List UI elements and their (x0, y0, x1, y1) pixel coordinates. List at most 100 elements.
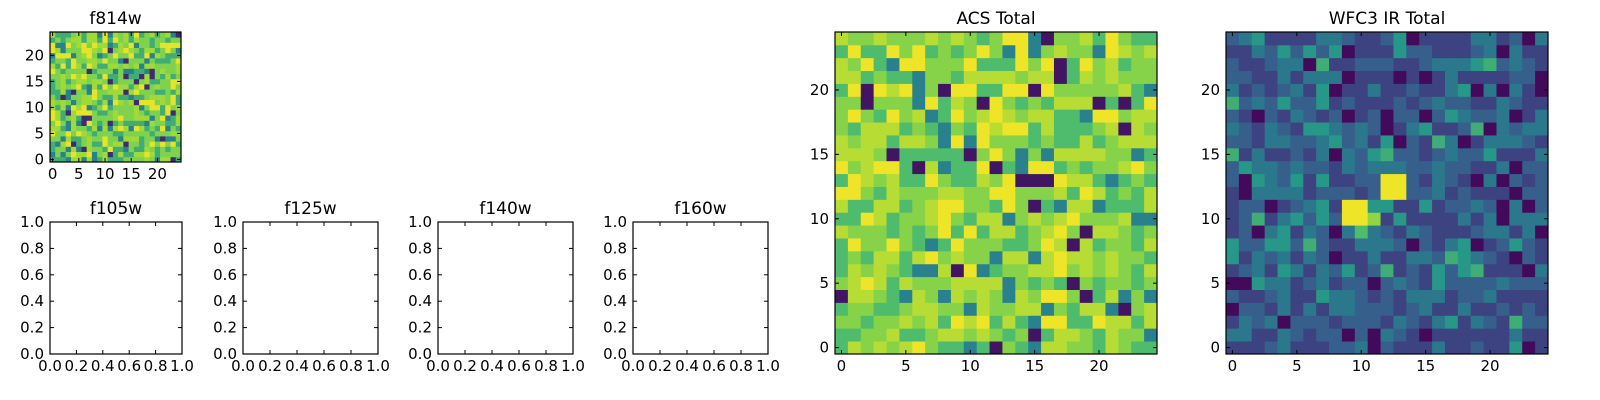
heatmap-cell (847, 263, 862, 278)
heatmap-cell (55, 120, 61, 126)
heatmap-cell (165, 156, 171, 163)
heatmap-cell (1066, 289, 1081, 303)
heatmap-cell (989, 122, 1003, 136)
heatmap-cell (847, 199, 862, 213)
heatmap-cell (165, 151, 171, 158)
heatmap-cell (847, 44, 862, 59)
heatmap-cell (86, 94, 93, 100)
heatmap-cell (1367, 70, 1381, 84)
heatmap-cell (899, 250, 913, 265)
heatmap-cell (1079, 238, 1093, 252)
heatmap-cell (835, 250, 849, 265)
heatmap-cell (963, 122, 978, 136)
heatmap-cell (989, 57, 1003, 72)
heatmap-cell (1354, 96, 1369, 110)
heatmap-cell (1367, 315, 1381, 329)
heatmap-cell (835, 225, 849, 239)
heatmap-cell (1002, 32, 1016, 46)
heatmap-cell (50, 94, 56, 100)
heatmap-cell (76, 58, 82, 64)
heatmap-cell (107, 73, 114, 80)
heatmap-cell (1316, 302, 1330, 316)
heatmap-cell (963, 186, 978, 200)
heatmap-cell (128, 84, 135, 90)
heatmap-cell (76, 110, 82, 116)
heatmap-cell (950, 328, 965, 342)
heatmap-cell (873, 328, 887, 342)
heatmap-cell (886, 186, 900, 200)
heatmap-cell (847, 186, 862, 200)
heatmap-cell (128, 68, 135, 74)
heatmap-cell (1509, 315, 1523, 329)
heatmap-cell (1277, 173, 1291, 187)
heatmap-cell (1066, 160, 1081, 175)
heatmap-cell (976, 225, 990, 239)
heatmap-cell (1432, 212, 1446, 226)
heatmap-cell (1238, 341, 1253, 355)
heatmap-cell (912, 32, 926, 46)
heatmap-cell (1470, 147, 1484, 162)
x-tick-label: 0.0 (231, 357, 255, 375)
heatmap-cell (1354, 276, 1369, 290)
heatmap-cell (139, 73, 145, 80)
heatmap-cell (1496, 225, 1510, 239)
heatmap-cell (112, 37, 119, 43)
heatmap-cell (873, 160, 887, 175)
heatmap-cell (1028, 83, 1042, 97)
x-tick-label: 10 (95, 165, 114, 183)
heatmap-cell (165, 115, 171, 121)
heatmap-cell (1444, 289, 1459, 303)
heatmap-cell (60, 73, 67, 80)
heatmap-cell (60, 130, 67, 137)
heatmap-cell (170, 47, 177, 54)
heatmap-cell (60, 84, 67, 90)
heatmap-cell (1303, 341, 1317, 355)
heatmap-cell (50, 42, 56, 48)
heatmap-cell (1264, 238, 1278, 252)
heatmap-cell (91, 58, 98, 64)
heatmap-cell (1015, 225, 1029, 239)
heatmap-cell (1079, 250, 1093, 265)
heatmap-cell (912, 147, 926, 162)
heatmap-cell (1496, 147, 1510, 162)
heatmap-cell (70, 151, 77, 158)
heatmap-cell (1406, 186, 1420, 200)
heatmap-cell (123, 63, 129, 69)
heatmap-cell (86, 68, 93, 74)
heatmap-cell (133, 99, 140, 106)
heatmap-cell (1290, 70, 1304, 84)
axes-frame (242, 221, 379, 355)
heatmap-cell (1329, 250, 1343, 265)
heatmap-cell (139, 37, 145, 43)
heatmap-cell (55, 110, 61, 116)
heatmap-cell (1092, 263, 1106, 278)
heatmap-cell (91, 52, 98, 59)
heatmap-cell (1041, 328, 1055, 342)
heatmap-cell (133, 68, 140, 74)
heatmap-cell (1470, 302, 1484, 316)
heatmap-cell (76, 89, 82, 95)
heatmap-cell (925, 276, 939, 290)
heatmap-cell (1470, 315, 1484, 329)
heatmap-cell (144, 156, 150, 163)
heatmap-cell (1092, 250, 1106, 265)
heatmap-cell (925, 341, 939, 355)
heatmap-cell (1432, 276, 1446, 290)
heatmap-cell (86, 141, 93, 147)
heatmap-cell (1079, 109, 1093, 123)
y-tick-label: 0 (819, 339, 829, 357)
heatmap-cell (1053, 147, 1068, 162)
heatmap-cell (1264, 57, 1278, 72)
heatmap-cell (1457, 263, 1472, 278)
heatmap-cell (1238, 263, 1253, 278)
heatmap-cell (1457, 238, 1472, 252)
heatmap-cell (128, 78, 135, 85)
y-tick-label: 0.4 (20, 292, 44, 310)
heatmap-cell (160, 63, 166, 69)
heatmap-cell (1079, 315, 1093, 329)
heatmap-cell (97, 151, 103, 158)
heatmap-cell (1277, 186, 1291, 200)
heatmap-cell (97, 47, 103, 54)
heatmap-cell (81, 73, 88, 80)
heatmap-cell (1002, 328, 1016, 342)
